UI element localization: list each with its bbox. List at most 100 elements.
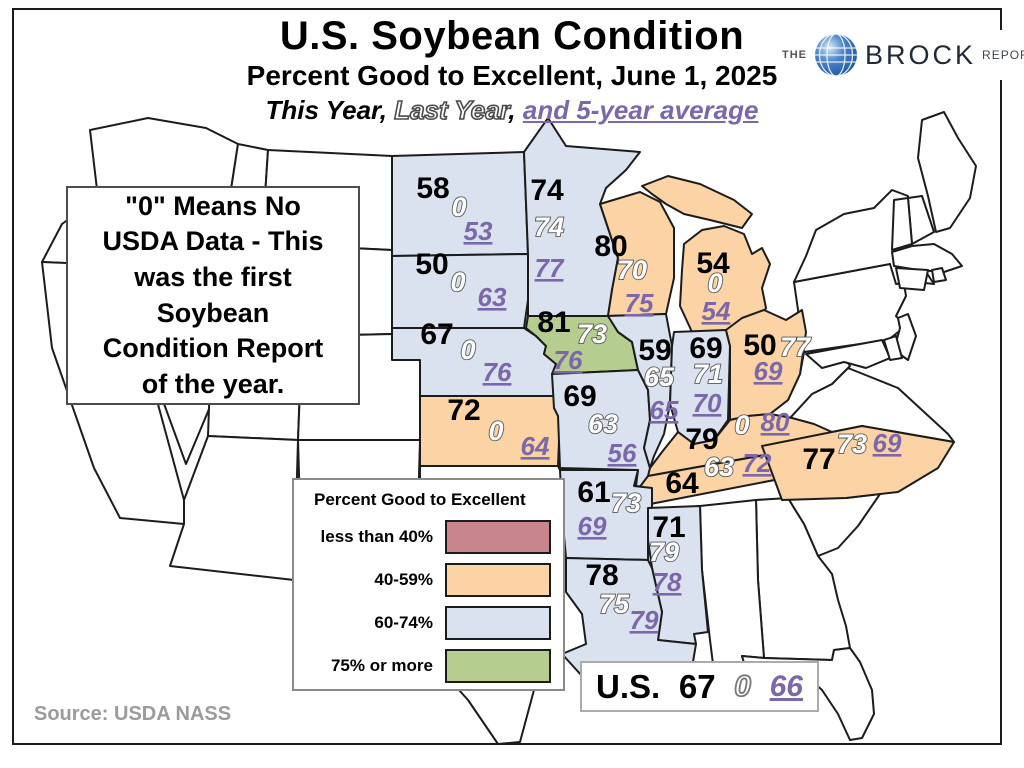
mn-5yr-avg: 77 [535,253,565,283]
us-summary-box: U.S. 67 0 66 [580,661,819,712]
legend-swatch-60-74 [445,606,551,640]
ky-this-year: 79 [685,423,718,456]
legend-swatch-75plus [445,649,551,683]
state-alabama [699,499,765,673]
mn-this-year: 74 [530,174,564,207]
nc-this-year: 77 [802,443,835,476]
legend-label-75plus: 75% or more [330,656,433,675]
tn-5yr-avg: 72 [743,448,772,478]
state-maryland [805,339,891,369]
note-line: Soybean [156,297,270,328]
state-north-carolina [761,425,955,501]
oh-this-year: 50 [743,329,776,362]
ar-this-year: 61 [577,476,610,509]
ne-5yr-avg: 76 [483,357,512,387]
legend-row: 60-74% [302,606,551,640]
ks-last-year: 0 [488,416,503,446]
mn-last-year: 74 [534,212,564,242]
oh-last-year: 77 [780,332,812,362]
wi-this-year: 80 [594,230,627,263]
oh-5yr-avg: 69 [754,356,783,386]
in-this-year: 69 [689,332,722,365]
tn-this-year: 64 [665,467,699,500]
mi-last-year: 0 [707,268,722,298]
source-credit: Source: USDA NASS [34,703,232,725]
ks-5yr-avg: 64 [521,431,550,461]
ar-last-year: 73 [611,488,641,518]
sd-last-year: 0 [450,267,465,297]
sd-5yr-avg: 63 [478,282,507,312]
sd-this-year: 50 [415,248,448,281]
tn-last-year: 63 [704,452,734,482]
legend-row: 40-59% [302,563,551,597]
us-summary-label: U.S. [596,667,661,705]
nd-last-year: 0 [451,192,466,222]
ne-last-year: 0 [460,335,475,365]
legend-swatch-lt40 [445,520,551,554]
key-5yr-average: and 5-year average [522,95,759,125]
globe-icon [815,33,857,77]
la-this-year: 78 [585,559,618,592]
nc-5yr-avg: 69 [873,428,902,458]
state-michigan-upper-peninsula [641,175,753,229]
in-5yr-avg: 70 [693,388,722,418]
logo-brock-label: BROCK [865,39,977,70]
ar-5yr-avg: 69 [578,511,607,541]
state-maine [917,111,977,233]
key-last-year: Last Year [393,94,509,126]
state-connecticut [895,267,929,291]
state-vermont [891,197,913,251]
la-5yr-avg: 79 [630,605,659,635]
ne-this-year: 67 [420,318,453,351]
nc-last-year: 73 [837,429,867,459]
state-south-dakota [391,253,529,329]
key-separator: , [508,95,516,125]
ky-last-year: 0 [734,410,749,440]
legend-label-60-74: 60-74% [374,613,433,632]
note-line: was the first [134,261,292,292]
us-this-year: 67 [678,667,716,705]
ia-5yr-avg: 76 [554,345,583,375]
legend-label-lt40: less than 40% [320,527,433,546]
ky-5yr-avg: 80 [761,407,790,437]
ms-last-year: 79 [649,537,679,567]
mi-5yr-avg: 54 [702,296,731,326]
mo-5yr-avg: 56 [608,438,637,468]
wi-last-year: 70 [617,255,647,285]
mi-this-year: 54 [696,247,730,280]
il-last-year: 65 [644,362,675,392]
il-5yr-avg: 65 [650,395,679,425]
nd-this-year: 58 [416,172,449,205]
ms-this-year: 71 [652,511,685,544]
wi-5yr-avg: 75 [625,288,654,318]
mo-this-year: 69 [563,380,596,413]
ks-this-year: 72 [447,394,480,427]
nd-5yr-avg: 53 [464,216,493,246]
legend-swatch-40-59 [445,563,551,597]
legend-row: less than 40% [302,520,551,554]
note-line: "0" Means No [125,190,301,221]
us-5yr-avg: 66 [769,669,803,703]
note-line: of the year. [141,368,285,399]
logo-report-label: REPORT [982,48,1024,62]
page-title: U.S. Soybean Condition [279,14,745,58]
legend-label-40-59: 40-59% [374,570,433,589]
header: U.S. Soybean Condition Percent Good to E… [0,14,1024,126]
page-subtitle: Percent Good to Excellent, June 1, 2025 [246,60,778,91]
state-rhode-island [931,267,947,283]
legend-row: 75% or more [302,649,551,683]
state-massachusetts [891,243,963,273]
key-this-year: This Year, [265,95,387,125]
legend-title: Percent Good to Excellent [314,490,526,509]
map-legend: Percent Good to Excellent less than 40% … [292,478,565,691]
us-last-year: 0 [733,669,751,704]
il-this-year: 59 [638,334,671,367]
state-michigan [679,225,771,333]
ia-last-year: 73 [577,319,607,349]
note-line: USDA Data - This [102,226,324,257]
logo-the-label: THE [782,49,807,61]
la-last-year: 75 [599,589,630,619]
zero-data-note-box: "0" Means No USDA Data - This was the fi… [66,186,360,405]
mo-last-year: 63 [588,409,618,439]
series-key: This Year, Last Year, and 5-year average [0,94,1024,126]
